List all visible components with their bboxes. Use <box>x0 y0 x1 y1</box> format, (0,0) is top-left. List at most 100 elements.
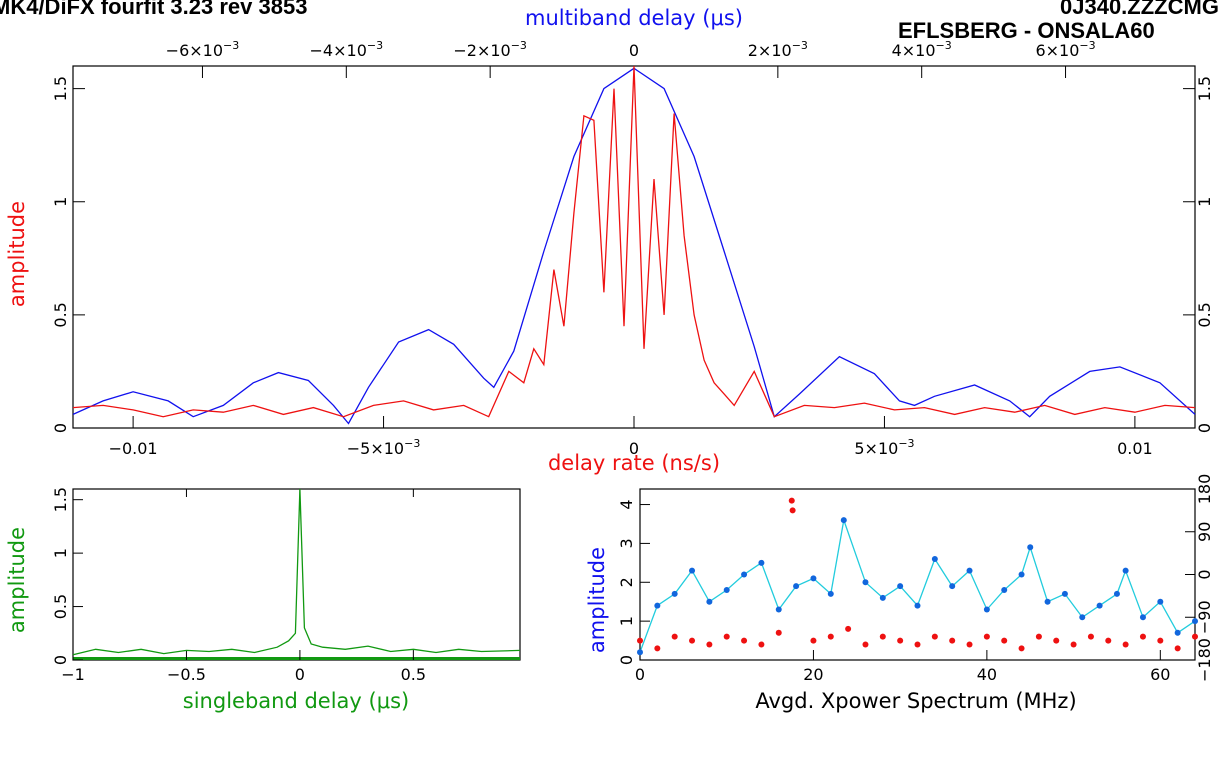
xpower-xtick-label: 0 <box>635 665 645 684</box>
singleband-xtick-label: 0.5 <box>401 665 426 684</box>
xpower-amplitude-point <box>741 571 748 578</box>
xpower-phase-point <box>1018 645 1025 652</box>
main-top-xtick-label: 2×10−3 <box>748 39 808 60</box>
xpower-amplitude-point <box>810 575 817 582</box>
main-ytick-label: 1 <box>51 197 70 207</box>
xpower-amplitude-point <box>1018 571 1025 578</box>
right-title: 0J340.ZZZCMG <box>1060 0 1219 19</box>
main-ytick-label: 0 <box>51 423 70 433</box>
xpower-phase-point <box>1174 645 1181 652</box>
xpower-amplitude-point <box>897 583 904 590</box>
xpower-amplitude-point <box>840 517 847 524</box>
xpower-phase-point <box>1087 633 1094 640</box>
xpower-amplitude-point <box>671 590 678 597</box>
xpower-amplitude-point <box>931 555 938 562</box>
xpower-amplitude-point <box>983 606 990 613</box>
xpower-phase-point <box>637 637 643 644</box>
xpower-phase-point <box>723 633 730 640</box>
xpower-phase-point <box>775 629 782 636</box>
main-right-ytick-label: 0.5 <box>1195 302 1214 327</box>
main-top-xtick-label: 4×10−3 <box>892 39 952 60</box>
xpower-amplitude-point <box>723 587 730 594</box>
xpower-right-ytick-label: −180 <box>1195 638 1214 682</box>
xpower-amplitude-point <box>1096 602 1103 609</box>
xpower-ytick-label: 0 <box>617 655 636 665</box>
singleband-xtick-label: 0 <box>295 665 305 684</box>
xpower-phase-point <box>741 637 748 644</box>
xpower-phase-point <box>789 507 796 514</box>
xpower-amplitude-point <box>1174 629 1181 636</box>
xpower-right-ytick-label: 0 <box>1195 569 1214 579</box>
xpower-ytick-label: 4 <box>617 499 636 509</box>
xpower-xtick-label: 20 <box>803 665 823 684</box>
xpower-xtick-label: 60 <box>1150 665 1170 684</box>
xpower-amplitude-point <box>1044 598 1051 605</box>
xpower-amplitude-point <box>1192 618 1198 625</box>
xpower-amplitude-point <box>1157 598 1164 605</box>
main-ylabel: amplitude <box>5 201 29 307</box>
xpower-phase-point <box>1105 637 1112 644</box>
xpower-phase-point <box>845 625 852 632</box>
xpower-amplitude-point <box>914 602 921 609</box>
xpower-xlabel: Avgd. Xpower Spectrum (MHz) <box>755 689 1076 713</box>
xpower-phase-point <box>862 641 869 648</box>
xpower-amplitude-point <box>689 567 696 574</box>
main-right-ytick-label: 0 <box>1195 423 1214 433</box>
xpower-xtick-label: 40 <box>977 665 997 684</box>
xpower-phase-point <box>827 633 834 640</box>
main-top-xtick-label: −4×10−3 <box>310 39 384 60</box>
xpower-phase-point <box>1157 637 1164 644</box>
main-series-red <box>72 65 1196 418</box>
xpower-phase-point <box>1122 641 1129 648</box>
singleband-ytick-label: 0 <box>51 655 70 665</box>
xpower-phase-point <box>788 497 795 504</box>
xpower-phase-point <box>1139 633 1146 640</box>
xpower-ytick-label: 1 <box>617 616 636 626</box>
left-title: MK4/DiFX fourfit 3.23 rev 3853 <box>0 0 308 19</box>
singleband-xlabel: singleband delay (μs) <box>183 689 409 713</box>
xpower-ytick-label: 2 <box>617 577 636 587</box>
singleband-xtick-label: −0.5 <box>167 665 206 684</box>
main-xtick-label: −5×10−3 <box>347 437 421 458</box>
main-xlabel: delay rate (ns/s) <box>548 451 720 475</box>
singleband-series-green <box>72 488 521 656</box>
xpower-amplitude-point <box>1122 567 1129 574</box>
xpower-phase-point <box>810 637 817 644</box>
xpower-right-ytick-label: −90 <box>1195 600 1214 634</box>
xpower-phase-point <box>931 633 938 640</box>
xpower-amplitude-point <box>637 649 643 656</box>
xpower-phase-point <box>1053 637 1060 644</box>
xpower-amplitude-point <box>775 606 782 613</box>
xpower-amplitude-point <box>793 583 800 590</box>
xpower-ytick-label: 3 <box>617 538 636 548</box>
baseline-title: EFLSBERG - ONSALA60 <box>898 18 1155 43</box>
xpower-phase-point <box>1192 633 1198 640</box>
main-plot-frame <box>72 65 1196 429</box>
xpower-phase-point <box>1035 633 1042 640</box>
xpower-amplitude-point <box>1001 587 1008 594</box>
xpower-amplitude-point <box>1113 590 1120 597</box>
main-top-xtick-label: −2×10−3 <box>453 39 527 60</box>
main-right-ytick-label: 1.5 <box>1195 76 1214 101</box>
main-right-ytick-label: 1 <box>1195 197 1214 207</box>
xpower-amplitude-point <box>949 583 956 590</box>
xpower-right-ytick-label: 180 <box>1195 474 1214 505</box>
main-xtick-label: −0.01 <box>109 439 158 458</box>
singleband-plot-frame <box>72 488 521 661</box>
xpower-amplitude-point <box>862 579 869 586</box>
xpower-plot-frame <box>639 488 1196 661</box>
xpower-phase-point <box>879 633 886 640</box>
main-xtick-label: 0.01 <box>1117 439 1153 458</box>
xpower-amplitude-point <box>966 567 973 574</box>
singleband-ytick-label: 1.5 <box>51 487 70 512</box>
xpower-amplitude-point <box>654 602 661 609</box>
xpower-phase-point <box>949 637 956 644</box>
main-ytick-label: 0.5 <box>51 302 70 327</box>
main-xtick-label: 0 <box>629 439 639 458</box>
xpower-phase-point <box>689 637 696 644</box>
main-top-xtick-label: −6×10−3 <box>166 39 240 60</box>
main-top-xlabel: multiband delay (μs) <box>525 6 743 30</box>
xpower-amplitude-point <box>827 590 834 597</box>
xpower-phase-point <box>758 641 765 648</box>
